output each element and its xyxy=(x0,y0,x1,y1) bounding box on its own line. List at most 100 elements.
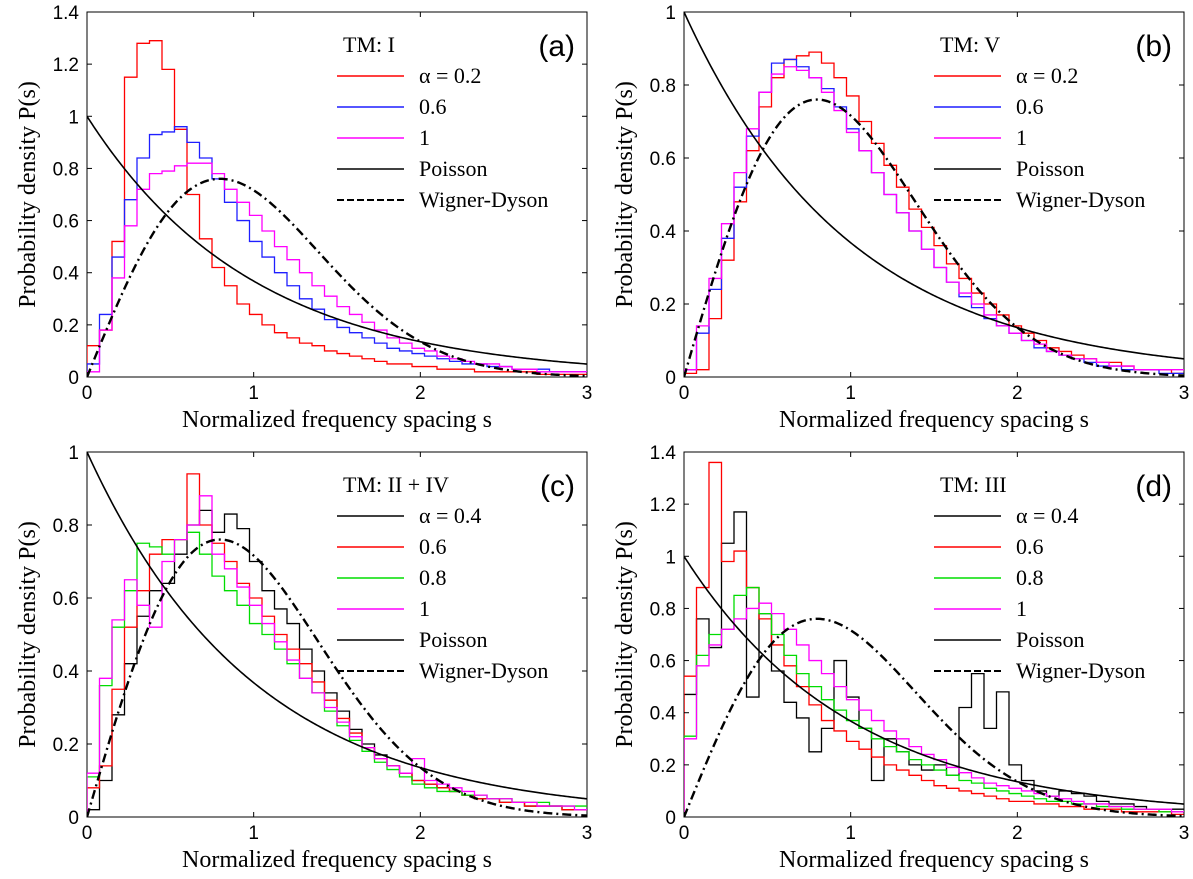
y-axis-label: Probability density P(s) xyxy=(15,81,41,308)
legend-title: TM: III xyxy=(940,472,1007,497)
plot-area xyxy=(87,40,587,377)
panel-c: 0 1 2 3 0 0.2 0.4 0.6 0.8 1 Normalized frequency s… xyxy=(15,443,592,873)
y-tick-label: 0.8 xyxy=(53,516,79,537)
y-tick-label: 1.2 xyxy=(53,55,79,76)
x-tick-label: 1 xyxy=(248,823,259,844)
plot-frame xyxy=(86,11,588,378)
y-tick-label: 0.6 xyxy=(650,149,676,170)
plot-frame xyxy=(683,451,1185,818)
series-line-5 xyxy=(684,617,1184,817)
plot-area xyxy=(684,461,1184,817)
series-line-3 xyxy=(87,115,587,365)
x-tick-label: 3 xyxy=(582,823,593,844)
legend-entry: Poisson xyxy=(419,156,487,181)
series-line-0 xyxy=(87,40,587,377)
x-tick-label: 1 xyxy=(248,383,259,404)
y-tick-label: 0.8 xyxy=(650,76,676,97)
legend-title: TM: II + IV xyxy=(343,472,449,497)
panel-a: 0 1 2 3 0 0.2 0.4 0.6 0.8 1 1.2 1.4 Normalized frequ… xyxy=(15,3,592,433)
y-tick-label: 0 xyxy=(665,808,676,829)
y-tick-label: 0.4 xyxy=(53,662,80,683)
y-axis-label: Probability density P(s) xyxy=(612,81,638,308)
series-line-4 xyxy=(87,452,587,800)
legend-entry: α = 0.4 xyxy=(419,503,481,528)
y-tick-label: 0.4 xyxy=(650,704,677,725)
series-line-2 xyxy=(87,162,587,377)
legend-entry: 0.8 xyxy=(1016,565,1044,590)
y-tick-label: 1 xyxy=(665,3,676,24)
x-tick-label: 1 xyxy=(845,823,856,844)
x-tick-label: 3 xyxy=(1179,823,1190,844)
legend-entry: Wigner-Dyson xyxy=(419,187,548,212)
panel-label: (c) xyxy=(540,470,575,503)
legend-entry: 0.6 xyxy=(419,94,447,119)
y-tick-label: 0 xyxy=(68,808,79,829)
series-line-3 xyxy=(684,602,1184,817)
legend-entry: α = 0.2 xyxy=(1016,63,1078,88)
panel-b: 0 1 2 3 0 0.2 0.4 0.6 0.8 1 Normalized frequency s… xyxy=(612,3,1189,433)
x-tick-label: 0 xyxy=(679,823,690,844)
legend-entry: Wigner-Dyson xyxy=(1016,658,1145,683)
x-axis-label: Normalized frequency spacing s xyxy=(182,407,492,433)
y-tick-label: 0.4 xyxy=(650,222,677,243)
x-axis-label: Normalized frequency spacing s xyxy=(779,847,1089,873)
x-tick-label: 3 xyxy=(582,383,593,404)
legend-entry: 0.6 xyxy=(1016,534,1044,559)
plot-frame xyxy=(86,451,588,818)
x-tick-label: 0 xyxy=(82,383,93,404)
x-axis-label: Normalized frequency spacing s xyxy=(779,407,1089,433)
series-line-3 xyxy=(684,12,1184,360)
x-tick-label: 3 xyxy=(1179,383,1190,404)
y-tick-label: 1.2 xyxy=(650,495,676,516)
series-line-4 xyxy=(684,555,1184,805)
y-tick-label: 0 xyxy=(665,368,676,389)
legend-entry: 0.6 xyxy=(1016,94,1044,119)
panel-label: (a) xyxy=(538,30,575,63)
y-tick-label: 0.8 xyxy=(53,159,79,180)
series-line-2 xyxy=(684,586,1184,817)
legend-title: TM: I xyxy=(343,32,395,57)
y-tick-label: 1.4 xyxy=(650,443,677,464)
y-tick-label: 1 xyxy=(68,443,79,464)
y-tick-label: 1.4 xyxy=(53,3,80,24)
y-tick-label: 0.2 xyxy=(53,316,79,337)
y-tick-label: 0.6 xyxy=(53,212,79,233)
y-tick-label: 0.6 xyxy=(53,589,79,610)
legend-entry: 1 xyxy=(1016,125,1027,150)
legend-entry: Poisson xyxy=(419,627,487,652)
series-line-4 xyxy=(87,177,587,377)
y-axis-label: Probability density P(s) xyxy=(15,521,41,748)
y-tick-label: 1 xyxy=(68,107,79,128)
x-tick-label: 2 xyxy=(1012,383,1023,404)
legend-title: TM: V xyxy=(940,32,1000,57)
y-tick-label: 0 xyxy=(68,368,79,389)
y-tick-label: 0.4 xyxy=(53,264,80,285)
panel-label: (d) xyxy=(1135,470,1172,503)
legend-entry: 0.8 xyxy=(419,565,447,590)
legend-entry: 1 xyxy=(419,125,430,150)
y-tick-label: 0.8 xyxy=(650,599,676,620)
y-tick-label: 1 xyxy=(665,547,676,568)
y-tick-label: 0.2 xyxy=(650,295,676,316)
legend-entry: α = 0.4 xyxy=(1016,503,1078,528)
x-tick-label: 0 xyxy=(679,383,690,404)
legend-entry: 1 xyxy=(419,596,430,621)
legend-entry: 0.6 xyxy=(419,534,447,559)
x-tick-label: 2 xyxy=(415,383,426,404)
plot-area xyxy=(684,12,1184,377)
x-tick-label: 2 xyxy=(1012,823,1023,844)
x-tick-label: 1 xyxy=(845,383,856,404)
legend-entry: Poisson xyxy=(1016,156,1084,181)
y-axis-label: Probability density P(s) xyxy=(612,521,638,748)
x-axis-label: Normalized frequency spacing s xyxy=(182,847,492,873)
legend-entry: Wigner-Dyson xyxy=(1016,187,1145,212)
legend-entry: 1 xyxy=(1016,596,1027,621)
y-tick-label: 0.2 xyxy=(650,756,676,777)
legend-entry: Poisson xyxy=(1016,627,1084,652)
legend-entry: α = 0.2 xyxy=(419,63,481,88)
plot-frame xyxy=(683,11,1185,378)
x-tick-label: 0 xyxy=(82,823,93,844)
panel-d: 0 1 2 3 0 0.2 0.4 0.6 0.8 1 1.2 1.4 Normalized frequ… xyxy=(612,443,1189,873)
